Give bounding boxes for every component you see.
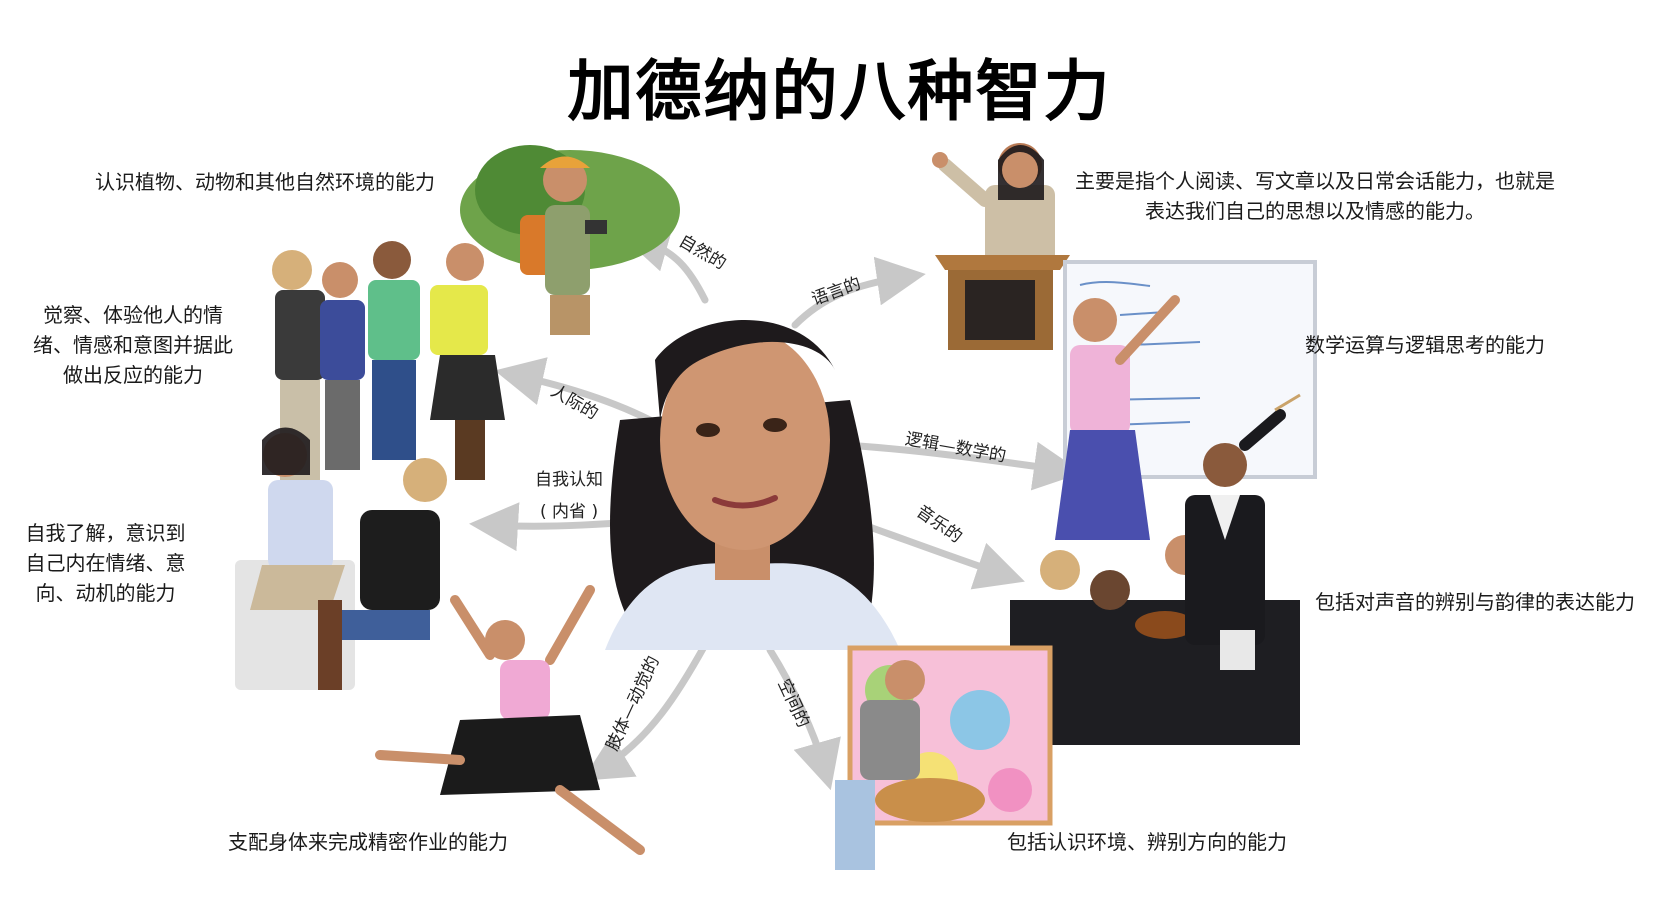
arrow-spatial [766,646,841,791]
kinesthetic-illustration [375,585,645,855]
intrapersonal-illustration [235,427,447,690]
page-title: 加德纳的八种智力 [567,53,1112,130]
description-interpersonal: 觉察、体验他人的情绪、情感和意图并据此做出反应的能力 [33,303,233,387]
description-musical: 包括对声音的辨别与韵律的表达能力 [1315,590,1635,614]
arrow-label-intrapersonal-2: ( 内省 ) [540,502,599,522]
description-intrapersonal: 自我了解，意识到自己内在情绪、意向、动机的能力 [25,521,186,605]
description-naturalist: 认识植物、动物和其他自然环境的能力 [95,170,435,194]
arrow-linguistic [791,256,926,329]
arrow-interpersonal [494,357,654,424]
logical-mathematical-illustration [1055,260,1317,540]
central-woman-illustration [605,320,900,650]
spatial-illustration [835,645,1053,870]
arrow-kinesthetic [581,641,709,781]
linguistic-illustration [932,143,1070,350]
description-spatial: 包括认识环境、辨别方向的能力 [1007,830,1287,854]
description-kinesthetic: 支配身体来完成精密作业的能力 [228,830,508,854]
description-linguistic: 主要是指个人阅读、写文章以及日常会话能力，也就是表达我们自己的思想以及情感的能力… [1075,169,1555,223]
naturalist-illustration [460,145,680,335]
arrow-musical [846,516,1025,590]
arrow-label-intrapersonal-1: 自我认知 [535,470,603,490]
arrows [469,224,1083,791]
description-logical: 数学运算与逻辑思考的能力 [1305,333,1545,357]
arrow-logical [841,441,1083,491]
musical-illustration [1010,393,1301,745]
